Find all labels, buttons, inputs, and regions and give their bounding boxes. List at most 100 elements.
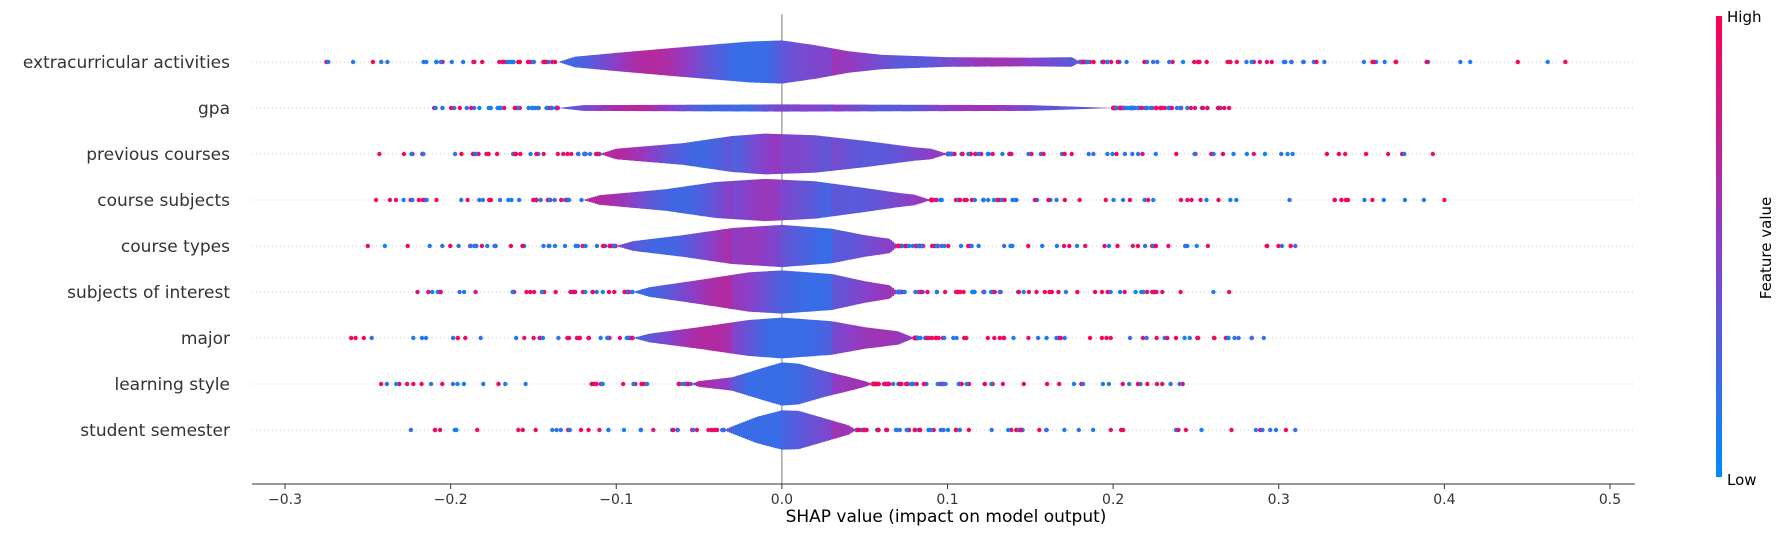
violin-slice <box>792 363 795 405</box>
data-point <box>583 243 588 249</box>
violin-slice <box>592 105 595 111</box>
violin-slice <box>766 225 769 267</box>
data-point <box>694 427 700 433</box>
violin-slice <box>592 55 595 69</box>
violin-slice <box>702 45 705 79</box>
violin-slice <box>812 104 815 112</box>
violin-slice <box>656 332 659 344</box>
violin-slice <box>706 104 709 112</box>
violin-slice <box>838 374 841 394</box>
violin-slice <box>645 146 648 162</box>
violin-slice <box>816 227 819 265</box>
data-point <box>582 151 587 157</box>
violin-slice <box>862 280 865 304</box>
violin-slice <box>762 41 765 83</box>
data-point <box>1054 335 1059 341</box>
data-point <box>917 427 923 433</box>
violin-slice <box>673 143 676 165</box>
violin-slice <box>718 378 721 390</box>
violin-slice <box>840 322 843 354</box>
data-point <box>1174 151 1179 157</box>
data-point <box>353 335 358 341</box>
violin-slice <box>739 423 742 437</box>
violin-slice <box>931 149 934 159</box>
violin-slice <box>818 104 821 112</box>
violin-slice <box>816 320 819 356</box>
violin-slice <box>769 179 772 221</box>
violin-slice <box>733 425 736 435</box>
violin-slice <box>742 374 745 394</box>
data-point <box>904 427 909 433</box>
violin-slice <box>780 270 783 314</box>
violin-slice <box>920 104 923 112</box>
violin-slice <box>777 411 780 449</box>
data-point <box>1220 151 1226 157</box>
violin-slice <box>822 320 825 356</box>
violin-slice <box>666 104 669 112</box>
data-point <box>1174 105 1180 111</box>
violin-slice <box>783 134 786 174</box>
violin-slice <box>766 104 769 112</box>
data-point <box>891 381 896 387</box>
violin-slice <box>780 224 783 267</box>
violin-slice <box>763 415 766 445</box>
violin-slice <box>696 45 699 79</box>
violin-slice <box>787 134 790 174</box>
violin-slice <box>755 179 758 221</box>
violin-slice <box>850 377 853 391</box>
data-point <box>1105 59 1110 65</box>
violin-slice <box>760 226 763 266</box>
data-point <box>1092 289 1098 295</box>
violin-slice <box>765 133 768 175</box>
violin-slice <box>838 104 841 112</box>
violin-slice <box>686 281 689 303</box>
violin-slice <box>724 104 727 112</box>
violin-slice <box>756 369 759 399</box>
violin-slice <box>900 55 903 69</box>
violin-slice <box>768 104 771 112</box>
data-point <box>421 151 426 157</box>
violin-slice <box>817 181 820 219</box>
violin-slice <box>820 320 823 356</box>
violin-slice <box>631 147 634 161</box>
violin-slice <box>708 104 711 112</box>
data-point <box>1085 59 1091 65</box>
violin-slice <box>595 196 598 204</box>
data-point <box>1167 59 1172 65</box>
data-point <box>559 197 564 203</box>
data-point <box>534 197 539 203</box>
violin-slice <box>663 189 666 211</box>
violin-slice <box>766 40 769 83</box>
violin-slice <box>648 104 651 112</box>
violin-slice <box>817 135 820 173</box>
data-point <box>554 427 559 433</box>
violin-slice <box>664 237 667 255</box>
violin-slice <box>1050 105 1053 111</box>
violin-slice <box>638 290 641 294</box>
data-point <box>1227 59 1233 65</box>
violin-slice <box>643 191 646 209</box>
data-point <box>1339 197 1344 203</box>
violin-slice <box>658 104 661 112</box>
violin-slice <box>740 42 743 82</box>
violin-slice <box>861 187 864 213</box>
data-point <box>1141 289 1146 295</box>
violin-slice <box>681 186 684 214</box>
violin-slice <box>776 270 779 314</box>
violin-slice <box>923 197 926 203</box>
violin-slice <box>736 321 739 355</box>
data-point <box>924 335 930 341</box>
data-point <box>1117 289 1123 295</box>
data-point <box>456 243 461 249</box>
violin-slice <box>619 193 622 207</box>
data-point <box>1169 105 1175 111</box>
violin-slice <box>828 47 831 77</box>
violin-slice <box>853 186 856 214</box>
data-point <box>1216 197 1221 203</box>
violin-slice <box>674 330 677 346</box>
violin-slice <box>897 145 900 163</box>
violin-slice <box>634 337 637 339</box>
data-point <box>969 243 974 249</box>
violin-slice <box>708 231 711 261</box>
violin-slice <box>876 237 879 255</box>
